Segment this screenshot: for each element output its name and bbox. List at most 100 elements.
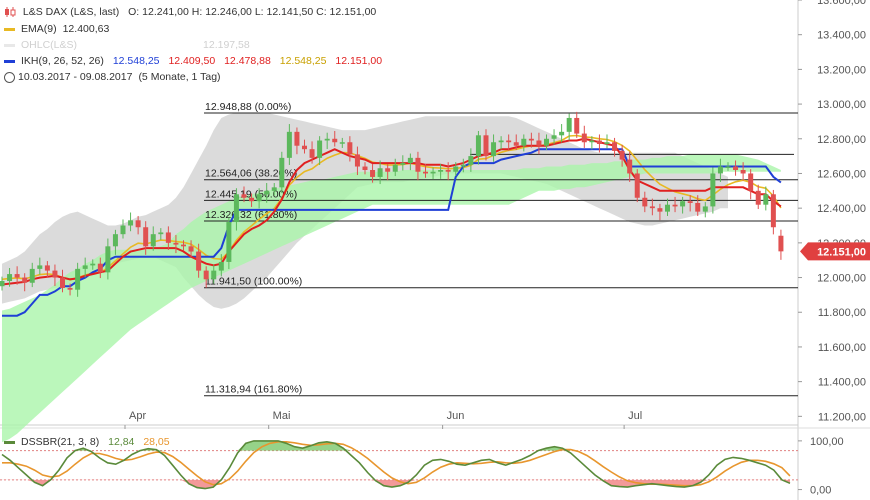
candle-body: [422, 171, 428, 174]
candle-body: [14, 274, 20, 278]
candle-body: [354, 154, 360, 167]
candle-body: [112, 234, 118, 247]
candle-body: [29, 268, 35, 283]
y-tick-label: 13.400,00: [817, 30, 866, 42]
x-tick-label: Mai: [273, 410, 291, 422]
candle-body: [347, 142, 353, 155]
y-tick-label: 12.800,00: [817, 134, 866, 146]
clock-icon: [4, 71, 15, 83]
candle-body: [7, 274, 13, 282]
candle-body: [400, 163, 406, 165]
candle-body: [286, 131, 292, 158]
candle-icon: [5, 7, 16, 18]
period-range: 10.03.2017 - 09.08.2017: [18, 71, 133, 83]
candle-body: [128, 220, 134, 226]
kijun-line: [2, 148, 782, 317]
candle-body: [612, 142, 618, 151]
candle-body: [619, 150, 625, 160]
dss-tick-label: 0,00: [810, 485, 831, 497]
fib-label: 12.564,06 (38.20%): [205, 168, 297, 180]
candle-body: [498, 140, 504, 143]
candle-body: [97, 263, 103, 273]
candle-body: [271, 187, 277, 191]
candle-body: [59, 277, 65, 288]
dss-oversold-fill: [2, 479, 790, 489]
candle-body: [150, 234, 156, 247]
last-price-label: 12.151,00: [817, 246, 866, 258]
candle-body: [203, 270, 209, 280]
candle-body: [120, 225, 126, 235]
candle-body: [82, 265, 88, 269]
y-tick-label: 13.200,00: [817, 64, 866, 76]
candle-body: [135, 220, 141, 228]
candle-body: [566, 117, 572, 132]
candle-body: [695, 202, 701, 212]
dss-value-1: 28,05: [143, 436, 170, 448]
legend-faded: OHLC(L&S) 12.197,58: [4, 39, 256, 51]
ikh-value-2: 12.478,88: [224, 55, 271, 67]
legend-ikh: IKH(9, 26, 52, 26) 12.548,25 12.409,50 1…: [4, 55, 388, 67]
series-label: L&S DAX (L&S, last): [22, 6, 120, 18]
candle-body: [218, 261, 224, 271]
candle-body: [528, 138, 534, 141]
candle-body: [188, 246, 194, 252]
y-tick-label: 11.400,00: [818, 377, 866, 389]
candle-body: [748, 173, 754, 191]
candle-body: [551, 135, 557, 139]
candle-body: [475, 135, 481, 157]
legend-series: L&S DAX (L&S, last) O: 12.241,00 H: 12.2…: [4, 6, 382, 18]
candle-body: [143, 227, 149, 247]
ema-label: EMA(9): [21, 23, 57, 35]
y-tick-label: 11.600,00: [818, 342, 866, 354]
candle-body: [339, 142, 345, 144]
candle-body: [317, 140, 323, 158]
y-tick-label: 13.000,00: [817, 99, 866, 111]
ikh-value-4: 12.151,00: [335, 55, 383, 67]
candle-body: [105, 246, 111, 273]
candle-body: [75, 268, 81, 290]
candle-body: [377, 168, 383, 177]
fib-label: 11.941,50 (100.00%): [205, 276, 302, 288]
candle-body: [657, 208, 663, 212]
candle-body: [596, 140, 602, 144]
y-tick-label: 11.200,00: [818, 411, 866, 423]
candle-body: [687, 201, 693, 203]
faded-label: OHLC(L&S): [21, 39, 78, 51]
tenkan-line: [1, 137, 782, 286]
x-tick-label: Jun: [447, 410, 465, 422]
candle-body: [385, 168, 391, 172]
candle-body: [506, 140, 512, 143]
candle-body: [664, 204, 670, 212]
ohlc-values: O: 12.241,00 H: 12.246,00 L: 12.141,50 C…: [128, 6, 377, 18]
candle-body: [165, 232, 171, 243]
y-tick-label: 12.000,00: [817, 273, 866, 285]
last-price-badge: [800, 242, 870, 261]
ikh-value-3: 12.548,25: [279, 55, 327, 67]
faded-value: 12.197,58: [203, 39, 250, 51]
candle-body: [370, 170, 376, 177]
dss-value-0: 12,84: [108, 436, 135, 448]
ikh-value-1: 12.409,50: [168, 55, 216, 67]
ema-line: [1, 134, 782, 281]
candle-body: [627, 159, 633, 174]
y-tick-label: 13.600,00: [817, 0, 866, 7]
candle-body: [309, 149, 315, 158]
y-tick-label: 11.800,00: [818, 307, 866, 319]
x-tick-label: Jul: [628, 410, 642, 422]
candle-body: [559, 131, 565, 136]
dss-tick-label: 100,00: [810, 436, 844, 448]
candle-body: [710, 173, 716, 207]
candle-body: [37, 265, 43, 269]
candle-body: [672, 204, 678, 207]
candle-body: [589, 140, 595, 143]
ikh-swatch: [4, 59, 15, 63]
ema-swatch: [4, 27, 15, 31]
candle-body: [415, 157, 421, 172]
candle-body: [778, 235, 784, 252]
ikh-label: IKH(9, 26, 52, 26): [21, 55, 104, 67]
candle-body: [233, 194, 239, 223]
candle-body: [521, 138, 527, 146]
candle-body: [52, 270, 58, 278]
candle-body: [581, 133, 587, 143]
